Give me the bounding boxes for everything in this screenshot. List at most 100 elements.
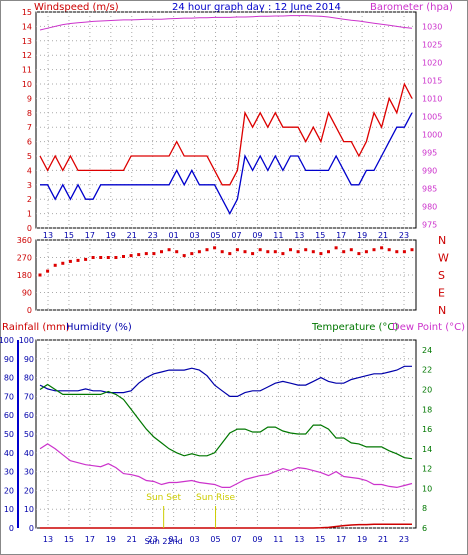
direction-point (357, 252, 361, 256)
wind-y-tick-label: 6 (27, 138, 32, 147)
wind-x-tick-label: 09 (252, 231, 262, 240)
rain-y-tick-label: 0 (9, 524, 14, 533)
rainfall-label: Rainfall (mm) (2, 322, 70, 333)
wind-y-tick-label: 8 (27, 109, 32, 118)
direction-y-tick-label: 180 (17, 271, 32, 280)
barometer-y-tick-label: 1010 (422, 94, 442, 103)
compass-label: S (438, 269, 445, 282)
compass-label: W (438, 252, 449, 265)
temperature-y-tick-label: 24 (422, 346, 432, 355)
temperature-y-tick-label: 20 (422, 385, 432, 394)
windspeed-label: Windspeed (m/s) (34, 2, 119, 13)
day-marker-label: Sun 22nd (145, 537, 183, 546)
direction-point (251, 252, 255, 256)
humidity-x-tick-label: 19 (357, 535, 367, 544)
barometer-label: Barometer (hpa) (370, 2, 453, 13)
direction-point (106, 256, 110, 259)
direction-point (334, 246, 338, 250)
direction-point (91, 256, 95, 259)
barometer-y-tick-label: 1015 (422, 76, 442, 85)
direction-point (53, 263, 57, 267)
wind-x-tick-label: 23 (148, 231, 158, 240)
humidity-x-tick-label: 09 (252, 535, 262, 544)
direction-point (311, 250, 315, 254)
rain-y-tick-label: 20 (4, 486, 14, 495)
humidity-y-tick-label: 10 (24, 505, 34, 514)
dewpoint-line (39, 443, 413, 489)
humidity-x-tick-label: 21 (127, 535, 137, 544)
humidity-x-tick-label: 21 (378, 535, 388, 544)
rain-y-tick-label: 90 (4, 355, 14, 364)
humidity-y-tick-label: 90 (24, 355, 34, 364)
direction-point (137, 253, 141, 257)
rain-y-tick-label: 80 (4, 374, 14, 383)
temperature-y-tick-label: 14 (422, 445, 432, 454)
humidity-x-tick-label: 13 (294, 535, 304, 544)
wind-x-tick-label: 03 (189, 231, 199, 240)
direction-point (46, 269, 50, 273)
direction-point (122, 255, 125, 258)
humidity-x-tick-label: 05 (210, 535, 220, 544)
wind-y-tick-label: 10 (22, 80, 32, 89)
humidity-y-tick-label: 0 (29, 524, 34, 533)
rain-y-tick-label: 60 (4, 411, 14, 420)
sunset-label: Sun Set (146, 493, 181, 503)
humidity-x-tick-label: 23 (399, 535, 409, 544)
direction-point (182, 254, 186, 258)
barometer-line (39, 15, 413, 31)
wind-x-tick-label: 21 (378, 231, 388, 240)
barometer-y-tick-label: 1005 (422, 112, 442, 121)
direction-point (327, 250, 330, 254)
rain-y-tick-label: 70 (4, 392, 14, 401)
direction-point (213, 246, 217, 250)
humidity-x-tick-label: 15 (315, 535, 325, 544)
wind-x-tick-label: 07 (231, 231, 241, 240)
wind-y-tick-label: 5 (27, 152, 32, 161)
humidity-x-tick-label: 23 (148, 535, 158, 544)
direction-point (243, 250, 247, 254)
wind-x-tick-label: 19 (106, 231, 116, 240)
wind-x-tick-label: 23 (399, 231, 409, 240)
humidity-y-tick-label: 60 (24, 411, 34, 420)
dewpoint-label: Dew Point (°C) (392, 322, 465, 333)
wind-y-tick-label: 0 (27, 224, 32, 233)
wind-x-tick-label: 13 (43, 231, 53, 240)
wind-x-tick-label: 05 (210, 231, 220, 240)
compass-label: N (438, 304, 446, 317)
humidity-x-tick-label: 07 (231, 535, 241, 544)
humidity-y-tick-label: 70 (24, 392, 34, 401)
direction-point (38, 273, 42, 277)
humidity-y-tick-label: 80 (24, 374, 34, 383)
direction-point (273, 250, 277, 254)
wind-x-tick-label: 19 (357, 231, 367, 240)
direction-y-tick-label: 270 (17, 254, 32, 263)
temperature-y-tick-label: 8 (422, 504, 427, 513)
temperature-y-tick-label: 22 (422, 366, 432, 375)
direction-point (129, 254, 133, 258)
compass-label: E (438, 287, 445, 300)
direction-point (281, 252, 285, 256)
humidity-line (39, 365, 412, 397)
wind-y-tick-label: 12 (22, 51, 32, 60)
barometer-y-tick-label: 1000 (422, 130, 442, 139)
wind-x-tick-label: 17 (336, 231, 346, 240)
direction-point (402, 250, 406, 254)
humidity-y-tick-label: 30 (24, 468, 34, 477)
wind-y-tick-label: 14 (22, 22, 32, 31)
barometer-y-tick-label: 975 (422, 220, 437, 229)
direction-point (197, 250, 201, 254)
humidity-x-tick-label: 15 (64, 535, 74, 544)
temperature-label: Temperature (°C) (311, 322, 398, 333)
wind-x-tick-label: 15 (315, 231, 325, 240)
direction-point (235, 248, 239, 252)
direction-point (84, 257, 88, 261)
rain-y-tick-label: 10 (4, 505, 14, 514)
direction-point (380, 246, 384, 250)
direction-point (410, 248, 414, 252)
barometer-y-tick-label: 995 (422, 148, 437, 157)
humidity-x-tick-label: 11 (273, 535, 283, 544)
direction-point (387, 248, 391, 252)
humidity-x-tick-label: 03 (189, 535, 199, 544)
